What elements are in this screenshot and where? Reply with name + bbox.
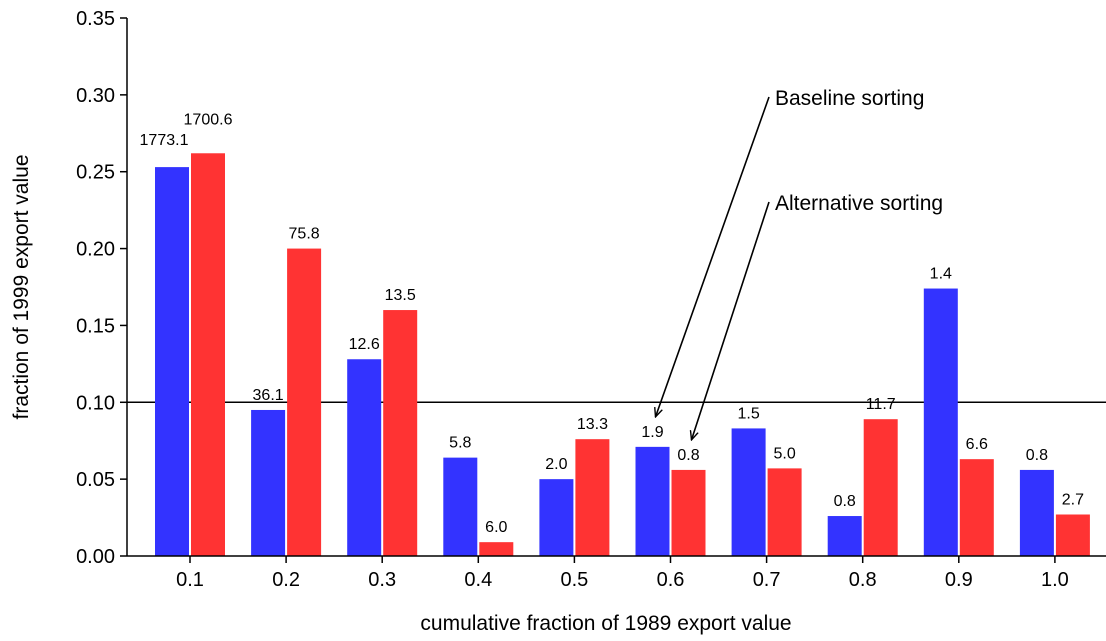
bar xyxy=(1055,514,1090,556)
bar-value-label: 5.8 xyxy=(449,435,471,452)
x-tick-label: 0.4 xyxy=(464,569,492,591)
y-tick-label: 0.00 xyxy=(76,546,115,568)
axes-layer xyxy=(126,18,1106,557)
bar-value-label: 36.1 xyxy=(253,387,284,404)
y-tick-label: 0.05 xyxy=(76,469,115,491)
y-tick-label: 0.20 xyxy=(76,239,115,261)
x-tick-label: 0.5 xyxy=(560,569,588,591)
bar-value-label: 2.7 xyxy=(1062,491,1084,508)
bar-value-label: 1773.1 xyxy=(140,132,189,149)
bar-value-label: 1.9 xyxy=(641,424,663,441)
data-labels-layer: 1773.1 36.1 12.6 5.8 2.0 1.9 1.5 0.8 1.4 0.8 1700.… xyxy=(140,111,1085,536)
bar-value-label: 13.3 xyxy=(577,416,608,433)
bar xyxy=(155,167,189,557)
bar xyxy=(443,457,478,556)
bar-value-label: 1.4 xyxy=(930,266,952,283)
bars-layer xyxy=(155,153,1090,557)
bar xyxy=(383,310,418,556)
y-ticks-layer: 0.00 0.05 0.10 0.15 0.20 0.25 0.30 0.35 xyxy=(76,8,127,568)
bar xyxy=(251,409,286,556)
annotation-arrow xyxy=(656,96,770,417)
x-tick-label: 0.6 xyxy=(657,569,685,591)
y-axis-title: fraction of 1999 export value xyxy=(10,154,33,419)
bar xyxy=(731,428,766,556)
bar xyxy=(1019,469,1054,556)
bar-value-label: 6.6 xyxy=(966,436,988,453)
annotation-label: Baseline sorting xyxy=(775,87,924,110)
x-tick-label: 0.3 xyxy=(368,569,396,591)
bar xyxy=(347,359,382,556)
bar-value-label: 0.8 xyxy=(834,493,856,510)
bar xyxy=(923,288,958,556)
annotation-label: Alternative sorting xyxy=(775,192,943,215)
bar-value-label: 5.0 xyxy=(773,445,795,462)
bar-value-label: 11.7 xyxy=(866,396,896,413)
bar xyxy=(479,542,514,556)
annotations-layer: Baseline sorting Alternative sorting xyxy=(656,87,943,440)
bar-value-label: 1.5 xyxy=(737,405,759,422)
bar-value-label: 1700.6 xyxy=(184,111,233,128)
x-tick-label: 0.7 xyxy=(753,569,781,591)
x-tick-label: 0.1 xyxy=(176,569,204,591)
bar-value-label: 12.6 xyxy=(349,336,380,353)
bar xyxy=(959,459,994,556)
y-tick-label: 0.35 xyxy=(76,8,115,30)
annotation-arrow xyxy=(692,201,770,440)
bar-value-label: 6.0 xyxy=(485,519,507,536)
bar-value-label: 0.8 xyxy=(677,447,699,464)
bar-value-label: 13.5 xyxy=(385,287,416,304)
bar xyxy=(671,469,706,556)
x-ticks-layer: 0.1 0.2 0.3 0.4 0.5 0.6 0.7 0.8 0.9 1.0 xyxy=(176,556,1069,591)
x-tick-label: 0.8 xyxy=(849,569,877,591)
bar xyxy=(827,516,862,556)
bar-value-label: 0.8 xyxy=(1026,447,1048,464)
x-tick-label: 1.0 xyxy=(1041,569,1069,591)
x-tick-label: 0.9 xyxy=(945,569,973,591)
bar-value-label: 2.0 xyxy=(545,456,567,473)
bar xyxy=(767,468,802,556)
y-tick-label: 0.10 xyxy=(76,392,115,414)
bar xyxy=(863,419,898,556)
x-axis-title: cumulative fraction of 1989 export value xyxy=(420,612,791,635)
bar-value-label: 75.8 xyxy=(289,226,320,243)
bar xyxy=(575,439,610,556)
y-tick-label: 0.30 xyxy=(76,85,115,107)
bar xyxy=(287,248,322,557)
bar xyxy=(191,153,225,557)
y-tick-label: 0.25 xyxy=(76,162,115,184)
bar xyxy=(539,479,574,556)
x-tick-label: 0.2 xyxy=(272,569,300,591)
bar xyxy=(635,446,670,556)
y-tick-label: 0.15 xyxy=(76,315,115,337)
